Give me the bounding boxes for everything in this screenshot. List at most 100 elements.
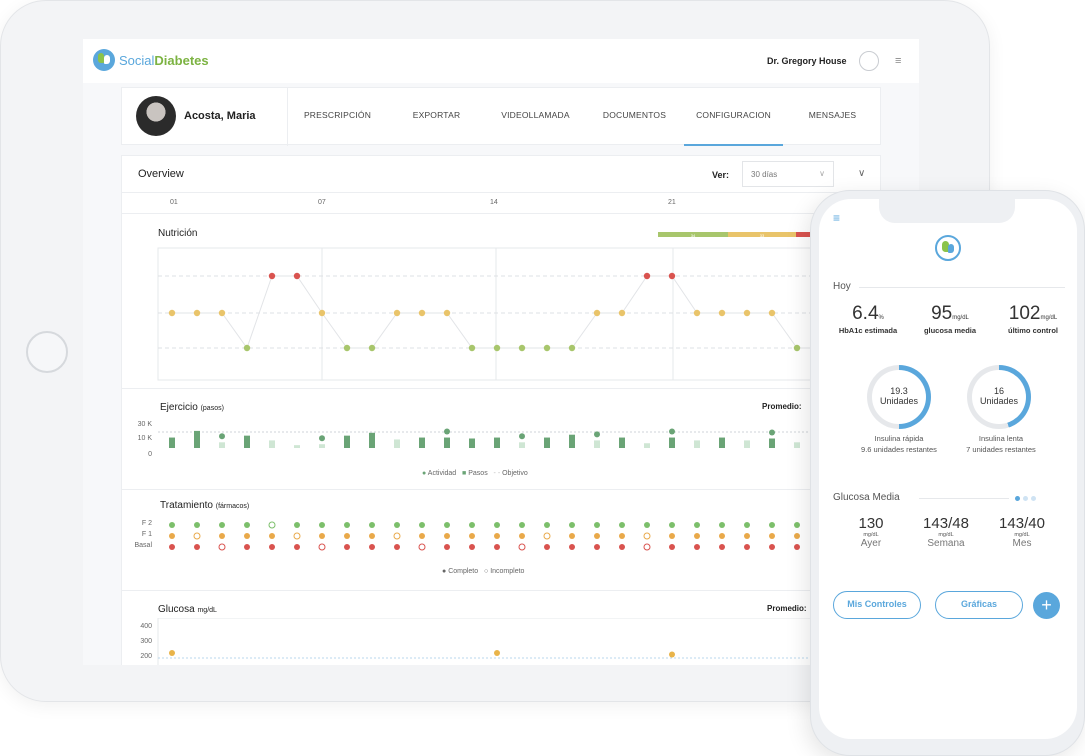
completo-dot — [369, 544, 375, 550]
nutricion-point — [768, 309, 776, 317]
day-label: 21 — [668, 199, 676, 206]
tablet-home-button[interactable] — [26, 331, 68, 373]
incompleto-dot — [418, 543, 426, 551]
y-tick: 30 K — [137, 421, 152, 428]
completo-dot — [244, 544, 250, 550]
insulina-lenta-ring[interactable]: 16 Unidades — [967, 365, 1031, 429]
completo-dot — [519, 533, 525, 539]
completo-dot — [344, 522, 350, 528]
nutricion-range-label: 33 — [760, 233, 765, 238]
glucosa-title: Glucosa mg/dL — [158, 604, 217, 615]
actividad-point — [519, 433, 525, 440]
completo-dot — [169, 522, 175, 528]
hamburger-menu-icon[interactable]: ≡ — [895, 55, 902, 67]
tab-mensajes[interactable]: MENSAJES — [808, 110, 857, 120]
incompleto-dot — [318, 543, 326, 551]
nutricion-range-segment — [728, 232, 796, 237]
actividad-point — [669, 428, 675, 435]
y-tick: 400 — [140, 623, 152, 630]
collapse-chevron-icon[interactable]: ∨ — [858, 168, 866, 179]
glucosa-promedio: Promedio: — [767, 604, 807, 613]
glucosa-mes: 143/40 mg/dL Mes — [999, 515, 1045, 549]
glucosa-semana: 143/48 mg/dL Semana — [923, 515, 969, 549]
pasos-bar — [594, 440, 600, 448]
nutricion-point — [293, 272, 301, 280]
pasos-bar — [269, 440, 275, 448]
ejercicio-title: Ejercicio (pasos) — [160, 402, 224, 413]
nutricion-point — [668, 272, 676, 280]
tab-documentos[interactable]: DOCUMENTOS — [602, 110, 667, 120]
glucosa-plot-frame — [157, 618, 882, 665]
incompleto-dot — [193, 532, 201, 540]
completo-dot — [494, 533, 500, 539]
tratamiento-title: Tratamiento (fármacos) — [160, 500, 250, 511]
completo-dot — [269, 533, 275, 539]
completo-dot — [219, 533, 225, 539]
nutricion-title: Nutrición — [158, 228, 198, 239]
pasos-bar — [769, 438, 775, 448]
completo-dot — [469, 533, 475, 539]
mis-controles-button[interactable]: Mis Controles — [833, 591, 921, 619]
row-label: Basal — [134, 542, 152, 549]
pasos-bar — [469, 438, 475, 448]
completo-dot — [619, 522, 625, 528]
insulina-rapida-ring[interactable]: 19.3 Unidades — [867, 365, 931, 429]
graficas-button[interactable]: Gráficas — [935, 591, 1023, 619]
completo-dot — [694, 533, 700, 539]
glucosa-point — [669, 651, 675, 658]
completo-dot — [744, 522, 750, 528]
hoy-title: Hoy — [833, 281, 851, 292]
web-app-screen: SocialDiabetes Dr. Gregory House ≡ Acost… — [83, 39, 919, 665]
pasos-bar — [569, 434, 575, 448]
actividad-point — [594, 431, 600, 438]
tab-prescripcion[interactable]: PRESCRIPCIÓN — [303, 110, 372, 120]
completo-dot — [794, 544, 800, 550]
nutricion-plot-frame — [157, 247, 882, 381]
doctor-name: Dr. Gregory House — [767, 56, 847, 66]
tab-videollamada[interactable]: VIDEOLLAMADA — [501, 110, 570, 120]
tab-exportar[interactable]: EXPORTAR — [412, 110, 461, 120]
stat-glucosa-media: 95mg/dL glucosa media — [923, 303, 977, 335]
completo-dot — [319, 533, 325, 539]
tab-configuracion[interactable]: CONFIGURACION — [684, 88, 783, 146]
completo-dot — [619, 544, 625, 550]
y-tick: 200 — [140, 653, 152, 660]
completo-dot — [269, 544, 275, 550]
range-select[interactable]: 30 días ∨ — [742, 161, 834, 187]
completo-dot — [794, 533, 800, 539]
y-tick: 0 — [148, 451, 152, 458]
nutricion-point — [318, 309, 326, 317]
hamburger-menu-icon[interactable]: ≡ — [833, 211, 841, 225]
incompleto-dot — [643, 543, 651, 551]
nutricion-range-segment — [658, 232, 728, 237]
completo-dot — [544, 522, 550, 528]
user-settings-icon[interactable] — [859, 51, 879, 71]
completo-dot — [769, 544, 775, 550]
completo-dot — [669, 522, 675, 528]
actividad-point — [769, 429, 775, 436]
phone-notch — [879, 199, 1015, 223]
tratamiento-chart — [169, 521, 875, 551]
overview-title: Overview — [138, 168, 184, 180]
brand-logo[interactable]: SocialDiabetes — [93, 49, 209, 71]
pasos-bar — [344, 435, 350, 448]
glucosa-ayer: 130 mg/dL Ayer — [858, 515, 884, 549]
completo-dot — [469, 522, 475, 528]
completo-dot — [419, 533, 425, 539]
completo-dot — [519, 522, 525, 528]
add-button[interactable]: + — [1033, 592, 1060, 619]
y-tick: 10 K — [137, 435, 152, 442]
completo-dot — [569, 522, 575, 528]
carousel-dots[interactable] — [1015, 496, 1036, 501]
row-label: F 2 — [141, 520, 152, 527]
completo-dot — [344, 533, 350, 539]
mobile-app-screen: ≡ Hoy 6.4% HbA1c estimada 95mg/dL glucos… — [819, 199, 1077, 739]
completo-dot — [719, 544, 725, 550]
pasos-bar — [519, 442, 525, 448]
incompleto-dot — [218, 543, 226, 551]
completo-dot — [594, 522, 600, 528]
tablet-frame: SocialDiabetes Dr. Gregory House ≡ Acost… — [0, 0, 990, 702]
completo-dot — [394, 522, 400, 528]
completo-dot — [494, 522, 500, 528]
pasos-bar — [794, 442, 800, 448]
